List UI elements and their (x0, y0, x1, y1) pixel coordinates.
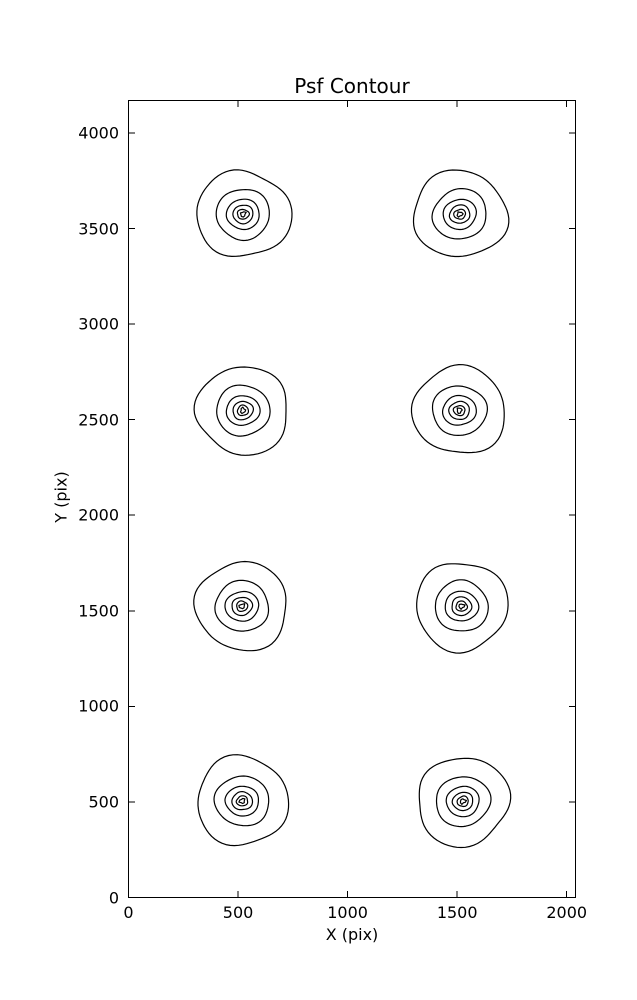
x-tick-label: 0 (123, 903, 134, 922)
psf-contour-level (193, 366, 287, 456)
psf-contour-level (456, 211, 464, 218)
psf-contour-level (238, 603, 246, 610)
psf-contour-level (231, 596, 254, 617)
psf-contour-level (448, 400, 470, 420)
psf-contour-level (197, 754, 290, 847)
psf-contour-level (236, 208, 250, 220)
psf-contour-level (239, 406, 247, 415)
psf-contour-level (232, 400, 254, 421)
psf-contour-level (431, 385, 488, 436)
psf-contour-level (214, 579, 270, 632)
x-tick-label: 500 (222, 903, 254, 922)
chart-title: Psf Contour (294, 74, 410, 98)
psf-contour-level (416, 563, 509, 654)
psf-contour-level (458, 603, 466, 610)
y-tick-label: 3000 (78, 314, 119, 334)
psf-contour-level (239, 211, 247, 218)
psf-contour-level (236, 600, 249, 612)
psf-contour-level (225, 395, 261, 426)
psf-contour-level (444, 590, 480, 622)
psf-contour-level (434, 579, 489, 632)
psf-contour-level (435, 776, 492, 828)
psf-contour-level (451, 596, 473, 617)
psf-contour-level (216, 384, 271, 437)
y-axis-label: Y (pix) (51, 471, 71, 523)
psf-contour-level (442, 198, 477, 231)
psf-contour-level (456, 795, 469, 808)
psf-contour-level (232, 204, 254, 225)
psf-contour-level (410, 364, 505, 454)
psf-contour-level (452, 405, 466, 417)
x-tick-label: 2000 (546, 903, 588, 922)
axes-box (128, 100, 576, 898)
psf-contour-level (225, 198, 260, 231)
psf-contour-level (431, 188, 487, 240)
y-tick-label: 1500 (78, 601, 119, 621)
psf-contour-level (238, 797, 246, 805)
y-tick-label: 500 (88, 792, 119, 812)
psf-contour-level (448, 204, 471, 224)
y-tick-label: 3500 (78, 219, 119, 239)
psf-contour-level (235, 795, 249, 807)
psf-contour-level (412, 169, 510, 258)
psf-contour-level (224, 785, 259, 817)
psf-contour-level (236, 404, 249, 417)
x-axis-label: X (pix) (325, 925, 379, 944)
psf-contour-level (456, 407, 463, 414)
psf-contour-level (231, 791, 254, 811)
y-tick-label: 4000 (78, 123, 119, 143)
y-tick-label: 0 (108, 888, 119, 907)
y-tick-label: 2500 (78, 410, 119, 430)
psf-contour-level (451, 791, 474, 812)
x-tick-label: 1500 (436, 903, 478, 922)
psf-contour-level (213, 775, 270, 827)
psf-contour-level (215, 189, 270, 242)
y-tick-label: 2000 (78, 505, 119, 525)
psf-contour-level (459, 798, 467, 805)
x-tick-label: 1000 (327, 903, 368, 922)
psf-contour-level (193, 560, 287, 652)
psf-contour-level (455, 600, 469, 612)
psf-contour-level (442, 394, 477, 426)
psf-contour-level (196, 169, 293, 257)
y-tick-label: 1000 (78, 696, 119, 716)
psf-contour-level (453, 208, 467, 220)
psf-contour-level (445, 785, 480, 818)
psf-contour-level (224, 590, 260, 622)
psf-contour-level (418, 757, 512, 849)
